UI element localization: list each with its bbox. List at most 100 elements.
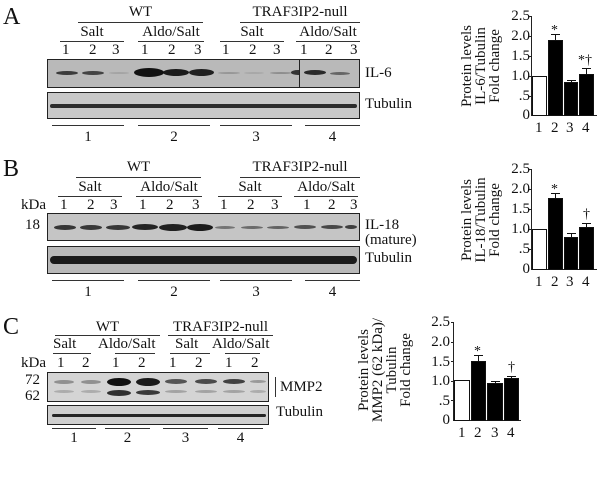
western-blot-il6 bbox=[47, 59, 300, 88]
kda-marker-62: 62 bbox=[25, 388, 40, 404]
group-number: 4 bbox=[328, 284, 337, 300]
xtick: 2 bbox=[551, 120, 559, 136]
chart-a-bar-1 bbox=[532, 76, 547, 116]
chart-b-bar-3 bbox=[564, 237, 578, 270]
treatment-underline bbox=[170, 353, 210, 354]
treatment-underline bbox=[60, 41, 124, 42]
group-null-underline bbox=[240, 177, 360, 178]
lane-number: 3 bbox=[273, 42, 281, 58]
western-blot-tubulin-a bbox=[47, 92, 360, 119]
ytick: 0 bbox=[522, 261, 531, 277]
ytick: 1.5 bbox=[511, 201, 530, 217]
xtick: 2 bbox=[551, 274, 559, 290]
treatment-underline bbox=[53, 353, 91, 354]
ytick: 1.0 bbox=[431, 373, 450, 389]
xtick: 4 bbox=[582, 274, 590, 290]
lane-number: 2 bbox=[168, 42, 176, 58]
group-number: 2 bbox=[170, 284, 178, 300]
xtick: 1 bbox=[458, 425, 466, 441]
lane-number: 1 bbox=[303, 197, 311, 213]
treatment-underline bbox=[225, 353, 260, 354]
lane-number: 3 bbox=[194, 42, 202, 58]
ytick: 1.5 bbox=[431, 354, 450, 370]
chart-b-ylabel: Protein levels IL-18/Tubulin Fold change bbox=[459, 177, 560, 314]
treatment-label: Salt bbox=[240, 24, 264, 40]
treatment-underline bbox=[296, 41, 360, 42]
lane-number: 2 bbox=[87, 197, 95, 213]
ylabel-line: Protein levels bbox=[459, 24, 475, 108]
treatment-label: Salt bbox=[53, 336, 77, 352]
chart-c-ylabel: Protein levels MMP2 (62 kDa)/ Tubulin Fo… bbox=[356, 318, 467, 482]
panel-letter-a: A bbox=[3, 4, 21, 30]
treatment-underline bbox=[115, 353, 155, 354]
chart-a-bar-3 bbox=[564, 82, 578, 116]
western-blot-il6-right bbox=[300, 59, 360, 88]
group-underline bbox=[52, 428, 96, 429]
kda-marker-72: 72 bbox=[25, 372, 40, 388]
lane-number: 3 bbox=[350, 42, 358, 58]
ylabel-line: Fold change bbox=[487, 29, 503, 103]
lane-number: 2 bbox=[138, 355, 146, 371]
xtick: 3 bbox=[566, 120, 574, 136]
group-number: 3 bbox=[252, 129, 260, 145]
ytick: 1.0 bbox=[511, 221, 530, 237]
chart-b-bar-1 bbox=[532, 229, 547, 270]
treatment-underline bbox=[218, 196, 282, 197]
group-null-label: TRAF3IP2-null bbox=[252, 4, 348, 20]
lane-number: 3 bbox=[192, 197, 200, 213]
lane-number: 2 bbox=[249, 42, 257, 58]
group-underline bbox=[305, 125, 360, 126]
ylabel-line: Fold change bbox=[398, 333, 414, 407]
xtick: 3 bbox=[491, 425, 499, 441]
chart-a-bar-2 bbox=[548, 40, 563, 116]
lane-number: 2 bbox=[89, 42, 97, 58]
lane-number: 2 bbox=[195, 355, 203, 371]
chart-c-bar-1 bbox=[454, 380, 470, 421]
treatment-underline bbox=[136, 196, 202, 197]
lane-number: 2 bbox=[328, 197, 336, 213]
group-null-label: TRAF3IP2-null bbox=[252, 159, 348, 175]
ytick: 1.5 bbox=[511, 48, 530, 64]
group-underline bbox=[105, 428, 150, 429]
significance-marker: † bbox=[583, 207, 590, 222]
treatment-label: Aldo/Salt bbox=[98, 336, 156, 352]
group-number: 1 bbox=[70, 430, 78, 446]
group-wt-label: WT bbox=[126, 159, 151, 175]
xtick: 1 bbox=[535, 274, 543, 290]
group-wt-label: WT bbox=[95, 319, 120, 335]
chart-a-ylabel: Protein levels IL-6/Tubulin Fold change bbox=[459, 25, 560, 158]
ytick: .5 bbox=[518, 88, 530, 104]
ylabel-line: IL-18/Tubulin bbox=[473, 177, 489, 263]
treatment-label: Aldo/Salt bbox=[212, 336, 270, 352]
lane-number: 1 bbox=[57, 355, 65, 371]
western-blot-il18 bbox=[47, 213, 360, 241]
western-blot-tubulin-b bbox=[47, 246, 360, 274]
ylabel-line: IL-6/Tubulin bbox=[473, 27, 489, 105]
group-underline bbox=[220, 280, 292, 281]
treatment-label: Aldo/Salt bbox=[142, 24, 200, 40]
kda-marker-18: 18 bbox=[25, 217, 40, 233]
group-underline bbox=[220, 125, 292, 126]
treatment-label: Salt bbox=[80, 24, 104, 40]
lane-number: 1 bbox=[220, 197, 228, 213]
blot-label-mmp2: MMP2 bbox=[280, 379, 323, 395]
chart-a-bar-4 bbox=[579, 74, 594, 116]
chart-c-bar-2 bbox=[471, 361, 486, 421]
lane-number: 3 bbox=[350, 197, 358, 213]
chart-b-bar-2 bbox=[548, 198, 563, 270]
group-number: 3 bbox=[252, 284, 260, 300]
significance-marker: * bbox=[551, 23, 558, 38]
treatment-underline bbox=[220, 41, 284, 42]
group-number: 1 bbox=[84, 129, 92, 145]
kda-label: kDa bbox=[21, 355, 46, 371]
ylabel-line: Tubulin bbox=[384, 346, 400, 394]
group-null-underline bbox=[168, 335, 273, 336]
western-blot-tubulin-c bbox=[47, 405, 269, 425]
lane-number: 2 bbox=[325, 42, 333, 58]
xtick: 2 bbox=[474, 425, 482, 441]
group-null-label: TRAF3IP2-null bbox=[172, 319, 268, 335]
significance-marker: * bbox=[474, 344, 481, 359]
blot-label-tubulin: Tubulin bbox=[276, 404, 323, 420]
group-number: 1 bbox=[84, 284, 92, 300]
panel-letter-b: B bbox=[3, 156, 20, 182]
